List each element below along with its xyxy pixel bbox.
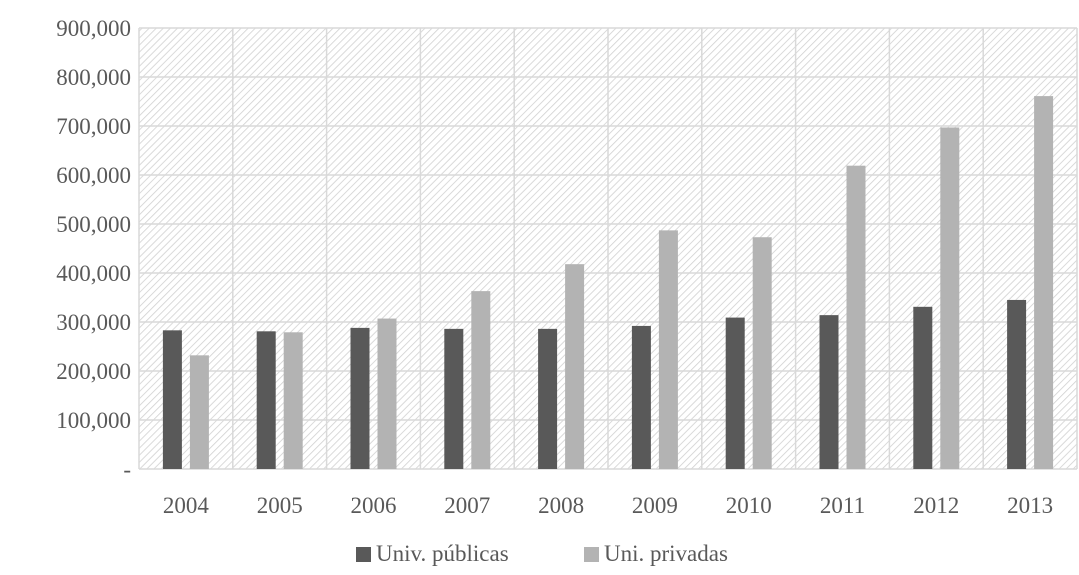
x-tick-label: 2007: [444, 493, 490, 518]
x-tick-label: 2004: [163, 493, 210, 518]
bar-publicas: [162, 330, 182, 469]
bar-privadas: [283, 332, 303, 469]
x-tick-label: 2012: [913, 493, 959, 518]
x-tick-label: 2010: [726, 493, 772, 518]
x-tick-label: 2009: [632, 493, 678, 518]
bar-privadas: [189, 355, 209, 469]
y-tick-label: -: [123, 457, 131, 482]
legend-swatch: [356, 547, 371, 562]
bar-privadas: [377, 318, 397, 469]
bar-publicas: [444, 328, 464, 469]
bar-privadas: [1034, 96, 1054, 470]
y-tick-label: 600,000: [56, 163, 131, 188]
y-tick-label: 700,000: [56, 114, 131, 139]
y-axis-tick-labels: - 100,000 200,000 300,000 400,000 500,000 600,…: [56, 16, 131, 482]
bar-privadas: [846, 165, 866, 469]
bar-publicas: [631, 325, 651, 469]
bar-privadas: [752, 237, 772, 469]
y-tick-label: 900,000: [56, 16, 131, 41]
bar-publicas: [725, 317, 745, 469]
x-tick-label: 2006: [351, 493, 397, 518]
bar-publicas: [538, 328, 558, 469]
bar-publicas: [350, 327, 370, 469]
x-axis-tick-labels: 2004 2005 2006 2007 2008 2009 2010 2011 2012 2013: [163, 493, 1053, 518]
bar-publicas: [1007, 299, 1027, 469]
bar-privadas: [565, 264, 585, 469]
bars: [162, 96, 1054, 470]
y-tick-label: 100,000: [56, 408, 131, 433]
y-tick-label: 300,000: [56, 310, 131, 335]
x-tick-label: 2008: [538, 493, 584, 518]
bar-privadas: [471, 291, 491, 469]
x-tick-label: 2013: [1007, 493, 1053, 518]
bar-publicas: [913, 306, 933, 469]
legend-label: Uni. privadas: [604, 541, 728, 566]
bar-privadas: [940, 127, 960, 469]
y-tick-label: 800,000: [56, 65, 131, 90]
y-tick-label: 200,000: [56, 359, 131, 384]
legend: Univ. públicas Uni. privadas: [356, 541, 728, 566]
y-tick-label: 400,000: [56, 261, 131, 286]
bar-privadas: [658, 230, 678, 469]
x-tick-label: 2005: [257, 493, 303, 518]
legend-label: Univ. públicas: [376, 541, 509, 566]
legend-swatch: [584, 547, 599, 562]
y-tick-label: 500,000: [56, 212, 131, 237]
bar-publicas: [819, 315, 839, 469]
x-tick-label: 2011: [820, 493, 865, 518]
bar-publicas: [256, 331, 276, 469]
